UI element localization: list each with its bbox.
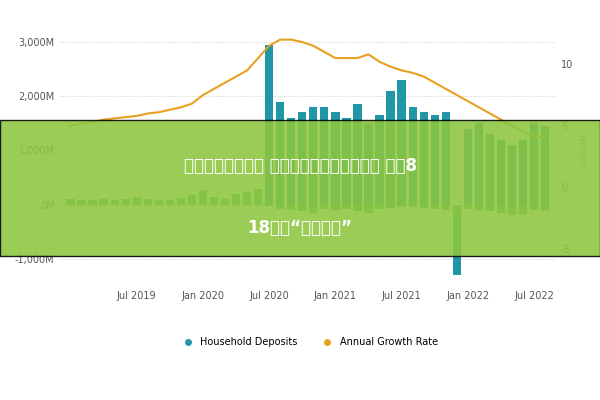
Bar xyxy=(519,140,527,204)
Bar xyxy=(431,204,439,209)
Bar xyxy=(486,204,494,211)
Bar xyxy=(464,129,472,204)
Bar xyxy=(309,204,317,213)
Bar xyxy=(386,91,395,204)
Bar xyxy=(298,112,307,204)
Bar xyxy=(442,204,450,210)
Bar xyxy=(122,200,130,204)
Bar xyxy=(276,204,284,209)
Bar xyxy=(199,190,207,204)
Bar xyxy=(452,204,461,215)
Bar xyxy=(342,204,350,209)
Bar xyxy=(364,204,373,213)
Bar xyxy=(331,112,340,204)
Bar xyxy=(287,118,295,204)
Bar xyxy=(452,204,461,275)
Bar xyxy=(376,204,383,209)
Bar xyxy=(497,204,505,213)
Bar xyxy=(67,199,74,204)
Bar xyxy=(276,102,284,204)
Bar xyxy=(88,200,97,204)
Bar xyxy=(508,145,516,204)
Bar xyxy=(353,104,362,204)
Bar xyxy=(143,198,152,204)
Bar xyxy=(442,112,450,204)
Bar xyxy=(519,204,527,214)
Bar xyxy=(210,197,218,204)
Bar xyxy=(397,80,406,204)
Bar xyxy=(166,200,174,204)
Bar xyxy=(541,204,549,211)
Bar xyxy=(342,118,350,204)
Bar xyxy=(320,204,328,209)
Bar xyxy=(287,204,295,210)
Bar xyxy=(431,115,439,204)
Bar xyxy=(541,126,549,204)
Bar xyxy=(100,198,108,204)
Bar xyxy=(188,195,196,204)
Bar xyxy=(419,112,428,204)
Bar xyxy=(221,198,229,204)
Bar xyxy=(309,107,317,204)
Bar xyxy=(265,204,274,206)
Text: 正规期货配资公司 太原、威海等地空调爆单 苏典8: 正规期货配资公司 太原、威海等地空调爆单 苏典8 xyxy=(184,157,416,175)
Bar xyxy=(464,204,472,209)
Bar xyxy=(320,107,328,204)
Bar xyxy=(353,204,362,211)
Bar xyxy=(475,204,483,210)
Bar xyxy=(386,204,395,208)
Bar xyxy=(232,194,240,204)
Bar xyxy=(298,204,307,211)
Bar xyxy=(364,123,373,204)
Legend: Household Deposits, Annual Growth Rate: Household Deposits, Annual Growth Rate xyxy=(174,334,442,351)
Bar xyxy=(419,204,428,208)
Bar xyxy=(254,189,262,204)
Bar xyxy=(497,140,505,204)
Bar xyxy=(155,200,163,204)
Bar xyxy=(475,123,483,204)
Bar xyxy=(243,192,251,204)
Bar xyxy=(177,198,185,204)
Bar xyxy=(77,200,86,204)
Bar xyxy=(331,204,340,210)
Y-axis label: percent: percent xyxy=(576,134,585,167)
Text: 18再现“跨区增援”: 18再现“跨区增援” xyxy=(248,219,353,237)
Bar xyxy=(110,200,119,204)
Bar xyxy=(508,204,516,215)
Bar xyxy=(409,107,417,204)
Bar xyxy=(486,134,494,204)
Bar xyxy=(530,123,538,204)
Bar xyxy=(397,204,406,207)
Bar xyxy=(265,45,274,204)
Bar xyxy=(133,197,141,204)
Bar xyxy=(409,204,417,207)
Bar xyxy=(376,115,383,204)
Bar xyxy=(530,204,538,210)
